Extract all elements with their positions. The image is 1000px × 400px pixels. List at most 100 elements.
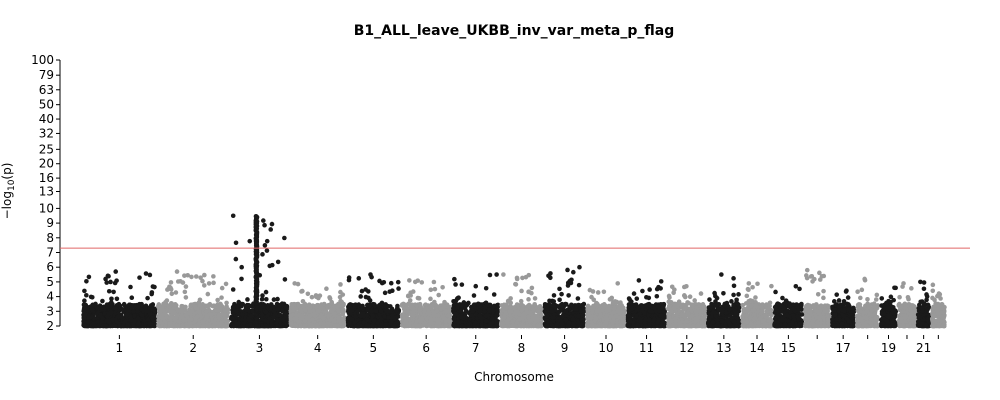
data-point [248,313,254,319]
data-point [245,297,250,302]
data-point [119,314,124,319]
data-point [107,304,113,309]
data-point [483,300,489,306]
data-point [416,296,422,301]
data-point [137,275,142,280]
data-point [368,272,373,277]
data-point [104,318,110,323]
data-point [106,273,111,279]
data-point [339,299,344,305]
data-point [99,319,104,325]
data-point [150,284,156,289]
data-point [206,281,212,286]
data-point [205,291,211,297]
data-point [355,308,361,314]
chromosome-points-2 [155,269,231,329]
data-point [157,314,163,320]
data-point [218,301,223,307]
data-point [453,282,458,287]
data-point [330,307,336,312]
data-point [216,323,222,328]
data-point [174,269,180,274]
data-point [297,319,302,324]
data-point [168,280,174,285]
data-point [163,323,168,328]
data-point [233,240,239,246]
data-point [365,289,371,294]
data-point [495,304,500,309]
data-point [180,280,186,285]
data-point [336,315,342,321]
x-tick-label: 3 [256,341,264,355]
x-tick-label: 9 [561,341,569,355]
data-point [106,288,112,294]
data-point [324,286,329,292]
data-point [426,322,432,328]
data-point [407,298,413,303]
x-tick-label: 6 [422,341,430,355]
data-point [131,322,136,327]
data-point [197,302,203,307]
y-tick-label: 10 [39,201,54,215]
data-point [488,321,494,326]
data-point [139,301,144,307]
chromosome-points-5 [345,272,402,329]
data-point [483,285,489,291]
data-point [223,281,229,287]
data-point [396,286,401,291]
data-point [395,320,401,325]
data-point [121,301,127,307]
x-tick-label: 7 [472,341,480,355]
data-point [263,296,269,302]
data-point [428,296,433,302]
data-point [215,308,221,313]
data-point [148,303,154,308]
data-point [452,276,457,282]
data-point [349,317,355,322]
data-point [381,279,387,285]
chromosome-points-1 [81,269,158,329]
data-point [101,307,107,312]
data-point [310,317,315,323]
data-point [82,306,88,312]
data-point [326,321,331,327]
data-point [292,322,298,328]
data-point [152,308,158,314]
data-point [219,285,225,291]
data-point [346,275,352,280]
data-point [371,318,377,323]
data-point [388,280,394,286]
data-point [436,292,442,298]
data-point [459,314,464,320]
data-point [459,323,465,329]
data-point [108,300,114,305]
y-tick-label: 79 [39,68,54,82]
data-point [434,322,440,328]
data-point [90,307,95,313]
data-point [207,303,213,308]
data-point [204,314,210,320]
data-point [81,302,87,307]
data-point [114,296,120,302]
data-point [188,317,194,322]
data-point [305,291,311,297]
data-point [438,306,443,312]
data-point [452,323,457,329]
x-tick-label: 12 [679,341,694,355]
y-tick-label: 16 [39,171,54,185]
data-point [399,312,405,318]
x-tick-label: 8 [518,341,526,355]
data-point [443,322,449,328]
data-point [414,323,419,329]
data-point [176,323,181,328]
data-point [239,264,244,270]
data-point [473,283,479,289]
data-point [262,243,268,248]
data-point [370,322,376,328]
data-point [466,322,471,328]
data-point [113,269,119,274]
data-point [112,280,118,286]
data-point [215,297,220,303]
data-point [143,308,149,314]
chromosome-points-7 [451,272,501,329]
